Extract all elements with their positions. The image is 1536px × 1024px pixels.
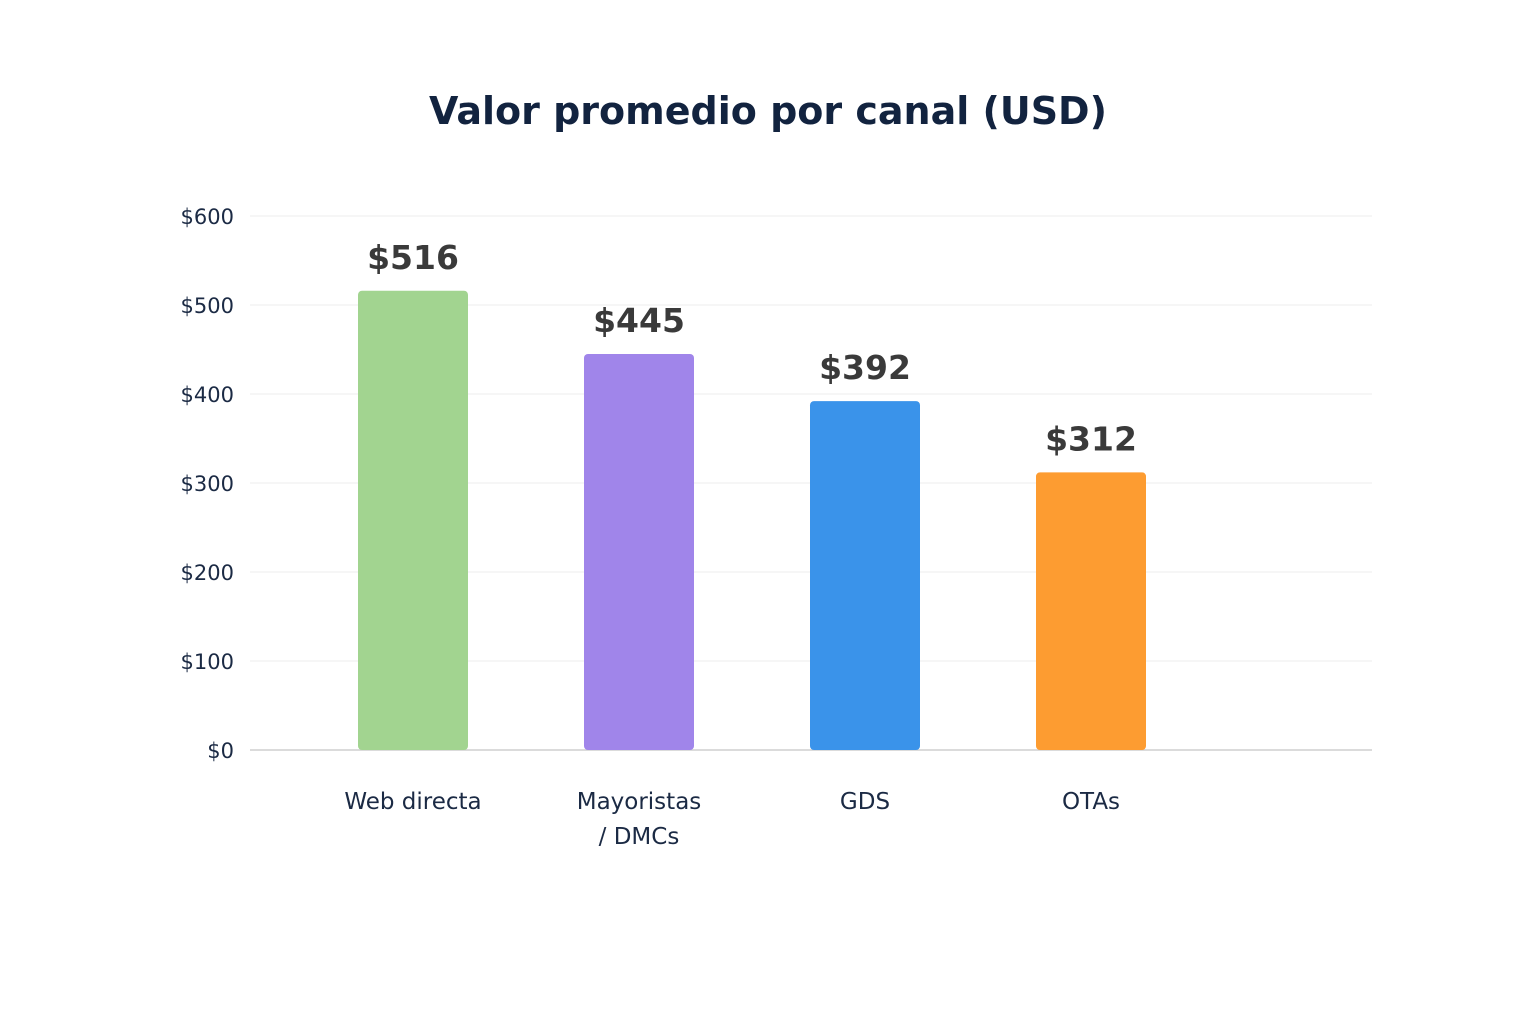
y-tick-label: $100 xyxy=(181,650,234,674)
chart-title: Valor promedio por canal (USD) xyxy=(429,89,1107,133)
x-tick-label: Web directa xyxy=(344,789,481,815)
bar xyxy=(584,353,694,750)
x-axis-ticks: Web directa Mayoristas / DMCs GDS OTAs xyxy=(344,789,1120,850)
bar-value-label: $516 xyxy=(367,238,459,277)
bar xyxy=(1036,472,1146,750)
x-tick-label-line: OTAs xyxy=(1062,789,1120,815)
y-tick-label: $400 xyxy=(181,383,234,407)
x-tick-label-line: Web directa xyxy=(344,789,481,815)
x-tick-label: GDS xyxy=(840,789,890,815)
y-tick-label: $200 xyxy=(181,561,234,585)
bar xyxy=(810,401,920,750)
bar-value-label: $392 xyxy=(819,348,911,387)
bar-value-label: $312 xyxy=(1045,419,1137,458)
x-tick-label: Mayoristas / DMCs xyxy=(577,789,702,850)
y-tick-label: $300 xyxy=(181,472,234,496)
bars xyxy=(358,290,1146,750)
x-tick-label: OTAs xyxy=(1062,789,1120,815)
y-axis-ticks: $0 $100 $200 $300 $400 $500 $600 xyxy=(181,205,234,763)
y-tick-label: $600 xyxy=(181,205,234,229)
bar-value-label: $445 xyxy=(593,301,685,340)
y-tick-label: $0 xyxy=(207,739,234,763)
x-tick-label-line: / DMCs xyxy=(599,824,680,850)
bar xyxy=(358,290,468,750)
value-labels: $516 $445 $392 $312 xyxy=(367,238,1137,459)
y-tick-label: $500 xyxy=(181,294,234,318)
x-tick-label-line: GDS xyxy=(840,789,890,815)
x-tick-label-line: Mayoristas xyxy=(577,789,702,815)
